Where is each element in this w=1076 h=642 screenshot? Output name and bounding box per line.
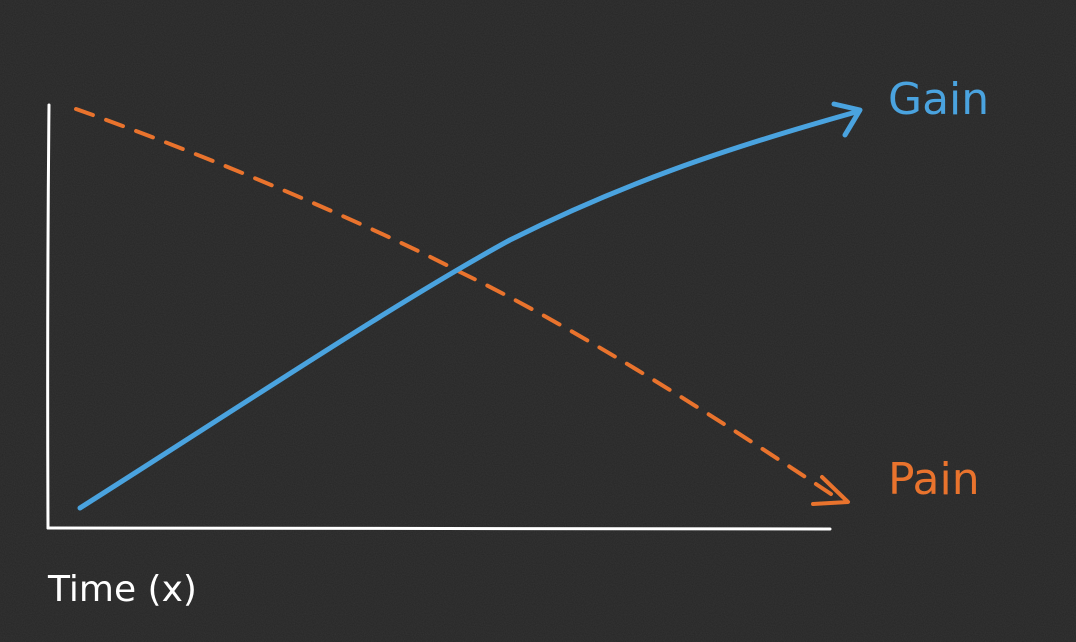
gain-curve: [77, 109, 859, 511]
pain-label: Pain: [888, 454, 980, 505]
x-axis-label: Time (x): [48, 569, 197, 610]
pain-arrowhead: [811, 475, 850, 506]
gain-label: Gain: [888, 74, 990, 125]
pain-curve: [74, 107, 842, 502]
gain-arrowhead: [831, 101, 863, 138]
y-axis: [46, 103, 51, 530]
x-axis: [46, 526, 832, 531]
